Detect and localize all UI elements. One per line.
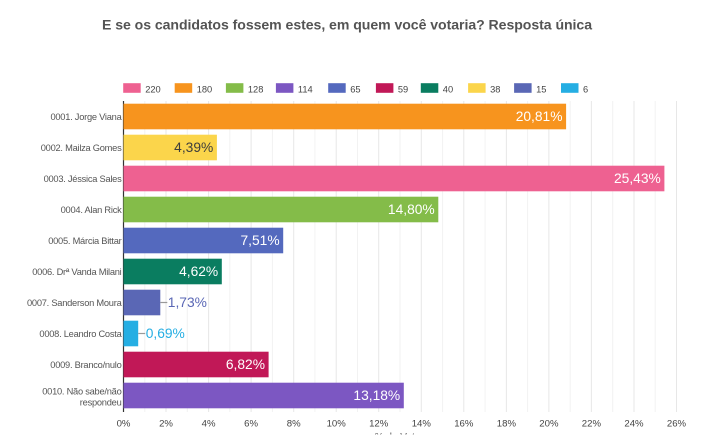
svg-text:2%: 2% xyxy=(159,418,173,429)
svg-text:E se os candidatos fossem este: E se os candidatos fossem estes, em quem… xyxy=(102,16,592,32)
svg-text:26%: 26% xyxy=(667,418,687,429)
svg-text:10%: 10% xyxy=(327,418,347,429)
svg-text:0003. Jéssica Sales: 0003. Jéssica Sales xyxy=(44,174,123,184)
svg-text:6,82%: 6,82% xyxy=(226,357,265,372)
svg-text:0010. Não sabe/não: 0010. Não sabe/não xyxy=(42,387,121,397)
svg-text:20,81%: 20,81% xyxy=(516,109,563,124)
svg-text:0,69%: 0,69% xyxy=(146,326,185,341)
svg-text:0005. Márcia Bittar: 0005. Márcia Bittar xyxy=(48,236,121,246)
svg-text:6: 6 xyxy=(583,85,588,95)
svg-text:4,62%: 4,62% xyxy=(179,264,218,279)
svg-text:0007. Sanderson Moura: 0007. Sanderson Moura xyxy=(27,298,123,308)
svg-text:180: 180 xyxy=(197,85,213,95)
svg-text:40: 40 xyxy=(443,85,453,95)
svg-text:6%: 6% xyxy=(244,418,258,429)
svg-text:15: 15 xyxy=(536,85,546,95)
svg-text:14,80%: 14,80% xyxy=(388,202,435,217)
svg-text:114: 114 xyxy=(298,85,313,95)
svg-text:128: 128 xyxy=(248,85,264,95)
svg-text:4,39%: 4,39% xyxy=(174,140,213,155)
svg-text:18%: 18% xyxy=(497,418,517,429)
svg-text:0%: 0% xyxy=(117,418,131,429)
svg-text:25,43%: 25,43% xyxy=(614,171,661,186)
svg-text:65: 65 xyxy=(350,85,360,95)
svg-text:24%: 24% xyxy=(624,418,644,429)
svg-text:0004. Alan Rick: 0004. Alan Rick xyxy=(61,205,122,215)
svg-text:0002. Mailza Gomes: 0002. Mailza Gomes xyxy=(41,143,122,153)
svg-text:0008. Leandro Costa: 0008. Leandro Costa xyxy=(39,329,122,339)
svg-text:0001. Jorge Viana: 0001. Jorge Viana xyxy=(50,112,122,122)
svg-text:1,73%: 1,73% xyxy=(168,295,207,310)
svg-text:220: 220 xyxy=(145,85,161,95)
svg-text:0006. Drª Vanda Milani: 0006. Drª Vanda Milani xyxy=(32,267,121,277)
svg-text:respondeu: respondeu xyxy=(80,398,122,408)
svg-text:12%: 12% xyxy=(369,418,389,429)
svg-text:20%: 20% xyxy=(539,418,559,429)
svg-text:16%: 16% xyxy=(454,418,474,429)
svg-text:4%: 4% xyxy=(202,418,216,429)
svg-text:7,51%: 7,51% xyxy=(240,233,279,248)
svg-text:8%: 8% xyxy=(287,418,301,429)
svg-text:14%: 14% xyxy=(412,418,432,429)
svg-text:13,18%: 13,18% xyxy=(353,388,400,403)
svg-text:0009. Branco/nulo: 0009. Branco/nulo xyxy=(50,360,121,370)
svg-text:22%: 22% xyxy=(582,418,602,429)
svg-text:59: 59 xyxy=(398,85,408,95)
svg-text:38: 38 xyxy=(490,85,500,95)
